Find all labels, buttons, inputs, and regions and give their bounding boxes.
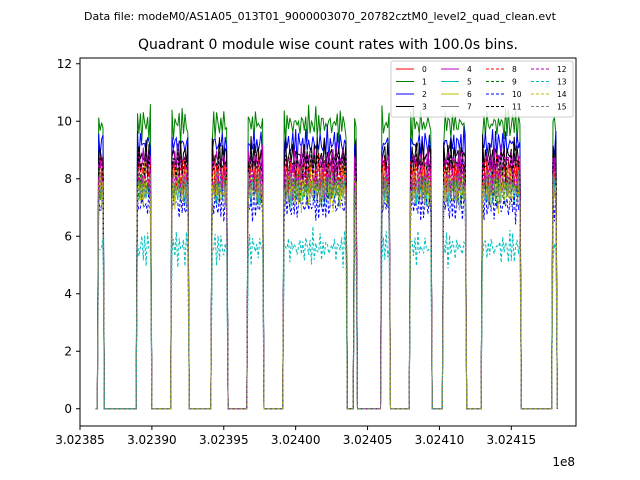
legend-label: 6: [467, 90, 472, 99]
legend-label: 10: [512, 90, 522, 99]
plot-series-group: [95, 104, 558, 410]
legend-label: 1: [422, 78, 427, 87]
x-offset-label: 1e8: [552, 455, 575, 469]
x-tick-label: 3.02415: [486, 433, 536, 447]
legend-label: 12: [557, 65, 567, 74]
y-tick-label: 2: [64, 344, 72, 358]
legend-label: 7: [467, 103, 472, 112]
y-tick-label: 4: [64, 287, 72, 301]
legend-label: 5: [467, 78, 472, 87]
series-line-15: [95, 170, 558, 410]
legend-label: 0: [422, 65, 427, 74]
x-tick-label: 3.02400: [271, 433, 321, 447]
chart-title: Quadrant 0 module wise count rates with …: [138, 37, 518, 53]
series-line-11: [95, 144, 558, 410]
x-tick-label: 3.02385: [55, 433, 105, 447]
y-tick-label: 12: [57, 57, 72, 71]
x-tick-label: 3.02395: [199, 433, 249, 447]
x-tick-label: 3.02390: [127, 433, 177, 447]
legend-box: [390, 60, 574, 118]
series-line-1: [95, 104, 558, 410]
plot-frame: [79, 57, 577, 427]
x-tick-label: 3.02405: [343, 433, 393, 447]
x-axis: 3.02385 3.02390 3.02395 3.02400 3.02405 3.024…: [55, 426, 536, 447]
legend-label: 4: [467, 65, 472, 74]
y-tick-label: 10: [57, 114, 72, 128]
y-tick-label: 6: [64, 229, 72, 243]
legend-label: 14: [557, 90, 567, 99]
x-tick-label: 3.02410: [415, 433, 465, 447]
series-line-14: [95, 173, 558, 410]
y-tick-label: 8: [64, 172, 72, 186]
series-line-10: [95, 183, 558, 410]
legend-label: 13: [557, 78, 567, 87]
series-line-9: [95, 167, 558, 410]
y-tick-label: 0: [64, 402, 72, 416]
series-line-13: [95, 226, 558, 410]
chart-suptitle: Data file: modeM0/AS1A05_013T01_90000030…: [84, 10, 557, 23]
legend-label: 8: [512, 65, 517, 74]
legend-label: 9: [512, 78, 517, 87]
legend-label: 15: [557, 103, 567, 112]
y-axis: 0 2 4 6 8 10 12: [57, 57, 80, 416]
legend-label: 11: [512, 103, 522, 112]
legend-label: 3: [422, 103, 427, 112]
legend-label: 2: [422, 90, 427, 99]
